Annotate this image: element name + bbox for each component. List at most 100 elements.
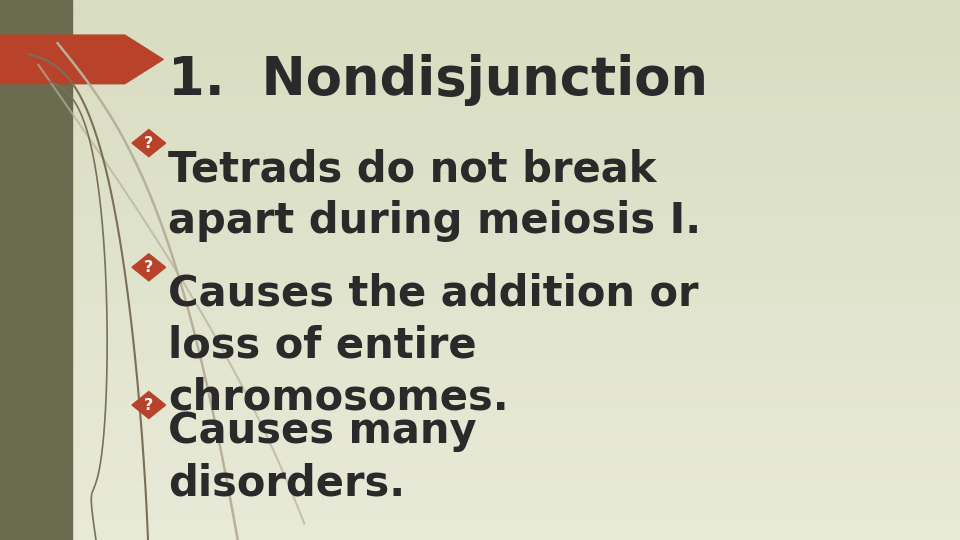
Bar xyxy=(0,189,960,194)
Bar xyxy=(0,157,960,162)
Bar xyxy=(0,119,960,124)
Bar xyxy=(0,427,960,432)
Text: ?: ? xyxy=(144,397,154,413)
Bar xyxy=(0,162,960,167)
Bar xyxy=(0,205,960,211)
Bar xyxy=(0,346,960,351)
Bar xyxy=(0,173,960,178)
Bar xyxy=(0,0,72,540)
Bar xyxy=(0,275,960,281)
Bar xyxy=(0,286,960,292)
Bar xyxy=(0,416,960,421)
Bar xyxy=(0,319,960,324)
Bar xyxy=(0,405,960,410)
Polygon shape xyxy=(132,130,165,157)
Bar xyxy=(0,103,960,108)
Bar xyxy=(0,70,960,76)
Bar xyxy=(0,178,960,184)
Text: Tetrads do not break
apart during meiosis I.: Tetrads do not break apart during meiosi… xyxy=(168,148,701,242)
Bar xyxy=(0,16,960,22)
Bar xyxy=(0,113,960,119)
Bar xyxy=(0,378,960,383)
Bar xyxy=(0,43,960,49)
Polygon shape xyxy=(132,254,165,281)
Bar xyxy=(0,124,960,130)
Bar xyxy=(0,513,960,518)
Bar xyxy=(0,497,960,502)
Bar xyxy=(0,281,960,286)
Bar xyxy=(0,443,960,448)
Bar xyxy=(0,248,960,254)
Bar xyxy=(0,302,960,308)
Bar xyxy=(0,340,960,346)
Bar xyxy=(0,238,960,243)
Bar xyxy=(0,194,960,200)
Text: ?: ? xyxy=(144,260,154,275)
Bar xyxy=(0,92,960,97)
Bar xyxy=(0,454,960,459)
Bar xyxy=(0,0,960,5)
Polygon shape xyxy=(0,35,163,84)
Bar xyxy=(0,410,960,416)
Bar xyxy=(0,97,960,103)
Bar xyxy=(0,491,960,497)
Bar xyxy=(0,54,960,59)
Text: 1.  Nondisjunction: 1. Nondisjunction xyxy=(168,54,708,106)
Bar xyxy=(0,362,960,367)
Bar xyxy=(0,486,960,491)
Bar xyxy=(0,5,960,11)
Bar xyxy=(0,86,960,92)
Bar xyxy=(0,421,960,427)
Bar xyxy=(0,27,960,32)
Bar xyxy=(0,464,960,470)
Bar xyxy=(0,475,960,481)
Polygon shape xyxy=(132,392,165,418)
Bar xyxy=(0,200,960,205)
Text: ?: ? xyxy=(144,136,154,151)
Bar xyxy=(0,535,960,540)
Bar xyxy=(0,130,960,135)
Bar xyxy=(0,38,960,43)
Bar xyxy=(0,254,960,259)
Bar xyxy=(0,308,960,313)
Bar xyxy=(0,508,960,513)
Bar xyxy=(0,389,960,394)
Bar xyxy=(0,481,960,486)
Bar xyxy=(0,59,960,65)
Bar xyxy=(0,448,960,454)
Bar xyxy=(0,329,960,335)
Bar xyxy=(0,227,960,232)
Text: Causes the addition or
loss of entire
chromosomes.: Causes the addition or loss of entire ch… xyxy=(168,273,699,418)
Bar xyxy=(0,243,960,248)
Bar xyxy=(0,459,960,464)
Bar xyxy=(0,400,960,405)
Bar xyxy=(0,146,960,151)
Bar xyxy=(0,518,960,524)
Bar xyxy=(0,11,960,16)
Bar xyxy=(0,524,960,529)
Bar xyxy=(0,502,960,508)
Bar xyxy=(0,76,960,81)
Bar xyxy=(0,167,960,173)
Bar xyxy=(0,211,960,216)
Bar xyxy=(0,367,960,373)
Text: Causes many
disorders.: Causes many disorders. xyxy=(168,410,476,504)
Bar xyxy=(0,297,960,302)
Bar xyxy=(0,232,960,238)
Bar xyxy=(0,265,960,270)
Bar xyxy=(0,437,960,443)
Bar xyxy=(0,292,960,297)
Bar xyxy=(0,432,960,437)
Bar xyxy=(0,470,960,475)
Bar xyxy=(0,351,960,356)
Bar xyxy=(0,216,960,221)
Bar xyxy=(0,313,960,319)
Bar xyxy=(0,184,960,189)
Bar xyxy=(0,259,960,265)
Bar xyxy=(0,373,960,378)
Bar xyxy=(0,335,960,340)
Bar xyxy=(0,324,960,329)
Bar xyxy=(0,270,960,275)
Bar xyxy=(0,108,960,113)
Bar xyxy=(0,32,960,38)
